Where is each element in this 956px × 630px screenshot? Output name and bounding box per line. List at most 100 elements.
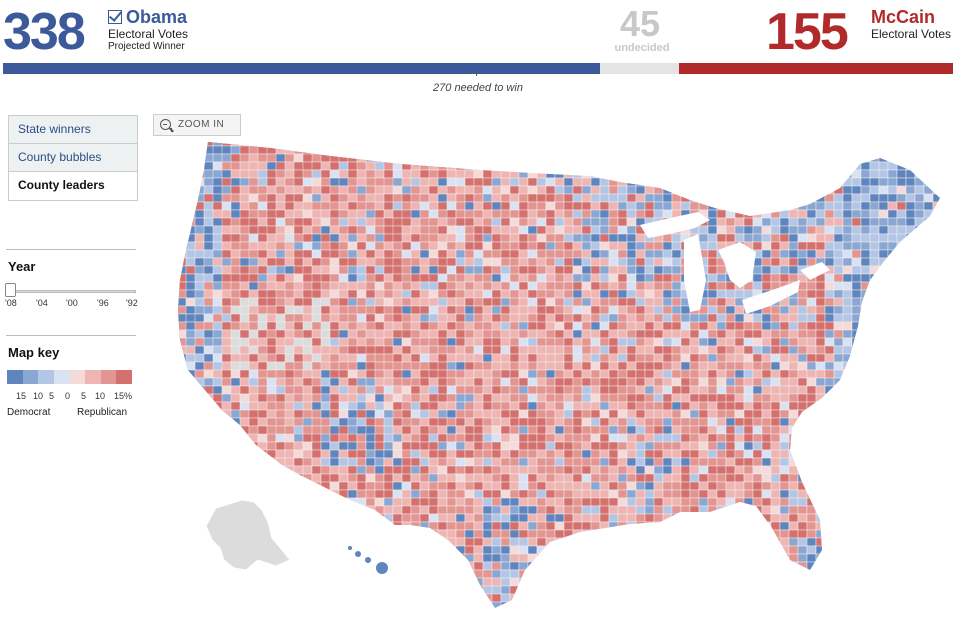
county-cell[interactable] xyxy=(509,297,520,307)
county-cell[interactable] xyxy=(681,130,690,138)
county-cell[interactable] xyxy=(536,193,547,203)
county-cell[interactable] xyxy=(617,417,628,427)
county-cell[interactable] xyxy=(698,545,709,555)
county-cell[interactable] xyxy=(743,385,754,395)
county-cell[interactable] xyxy=(159,466,168,474)
county-cell[interactable] xyxy=(168,138,187,155)
county-cell[interactable] xyxy=(797,289,808,299)
county-cell[interactable] xyxy=(887,505,898,515)
county-cell[interactable] xyxy=(942,266,950,274)
county-cell[interactable] xyxy=(500,321,511,331)
county-cell[interactable] xyxy=(455,457,466,467)
county-cell[interactable] xyxy=(680,345,691,355)
county-cell[interactable] xyxy=(320,537,331,547)
county-cell[interactable] xyxy=(735,130,744,138)
county-cell[interactable] xyxy=(177,449,187,459)
county-cell[interactable] xyxy=(761,345,772,355)
county-cell[interactable] xyxy=(770,497,781,507)
county-cell[interactable] xyxy=(824,169,835,179)
county-cell[interactable] xyxy=(653,561,664,571)
county-cell[interactable] xyxy=(266,513,277,523)
county-cell[interactable] xyxy=(626,345,637,355)
county-cell[interactable] xyxy=(509,417,520,427)
county-cell[interactable] xyxy=(590,177,601,187)
county-cell[interactable] xyxy=(177,385,196,403)
county-cell[interactable] xyxy=(842,345,853,355)
county-cell[interactable] xyxy=(761,289,772,299)
county-cell[interactable] xyxy=(590,409,601,419)
county-cell[interactable] xyxy=(482,217,493,227)
county-cell[interactable] xyxy=(707,441,718,451)
county-cell[interactable] xyxy=(221,449,232,459)
county-cell[interactable] xyxy=(653,193,664,203)
county-cell[interactable] xyxy=(671,385,682,395)
county-cell[interactable] xyxy=(887,473,898,483)
county-cell[interactable] xyxy=(725,521,736,531)
county-cell[interactable] xyxy=(284,569,295,579)
county-cell[interactable] xyxy=(878,209,889,219)
county-cell[interactable] xyxy=(419,521,430,531)
county-cell[interactable] xyxy=(914,513,925,523)
county-cell[interactable] xyxy=(275,497,286,507)
county-cell[interactable] xyxy=(869,297,880,307)
county-cell[interactable] xyxy=(563,145,574,155)
county-cell[interactable] xyxy=(815,177,826,187)
county-cell[interactable] xyxy=(779,249,790,259)
county-cell[interactable] xyxy=(716,337,727,347)
county-cell[interactable] xyxy=(635,433,646,443)
county-cell[interactable] xyxy=(536,481,547,491)
county-cell[interactable] xyxy=(437,473,448,483)
county-cell[interactable] xyxy=(797,361,808,371)
county-cell[interactable] xyxy=(446,537,457,547)
county-cell[interactable] xyxy=(644,138,655,147)
county-cell[interactable] xyxy=(518,353,529,363)
county-cell[interactable] xyxy=(446,505,457,515)
county-cell[interactable] xyxy=(689,321,700,331)
county-cell[interactable] xyxy=(905,233,916,243)
county-cell[interactable] xyxy=(617,489,628,499)
county-cell[interactable] xyxy=(608,337,619,347)
county-cell[interactable] xyxy=(824,393,835,403)
county-cell[interactable] xyxy=(159,314,177,330)
county-cell[interactable] xyxy=(374,521,385,531)
county-cell[interactable] xyxy=(842,433,853,443)
tab-county-leaders[interactable]: County leaders xyxy=(9,172,137,200)
county-cell[interactable] xyxy=(860,433,871,443)
county-cell[interactable] xyxy=(698,177,709,187)
county-cell[interactable] xyxy=(509,569,520,579)
county-cell[interactable] xyxy=(824,249,835,259)
county-cell[interactable] xyxy=(527,369,538,379)
county-cell[interactable] xyxy=(545,481,556,491)
county-cell[interactable] xyxy=(446,169,457,179)
county-cell[interactable] xyxy=(500,353,511,363)
county-cell[interactable] xyxy=(896,281,907,291)
county-cell[interactable] xyxy=(779,177,790,187)
county-cell[interactable] xyxy=(581,465,592,475)
county-cell[interactable] xyxy=(761,393,772,403)
county-cell[interactable] xyxy=(437,569,448,579)
county-cell[interactable] xyxy=(869,217,880,227)
county-cell[interactable] xyxy=(680,329,691,339)
county-cell[interactable] xyxy=(824,513,835,523)
county-cell[interactable] xyxy=(635,209,646,219)
county-cell[interactable] xyxy=(437,481,448,491)
county-cell[interactable] xyxy=(590,561,601,571)
county-cell[interactable] xyxy=(762,130,771,138)
county-cell[interactable] xyxy=(725,465,736,475)
county-cell[interactable] xyxy=(572,161,583,171)
county-cell[interactable] xyxy=(887,545,898,555)
county-cell[interactable] xyxy=(446,138,457,147)
county-cell[interactable] xyxy=(590,457,601,467)
county-cell[interactable] xyxy=(806,425,817,435)
county-cell[interactable] xyxy=(185,153,205,171)
county-cell[interactable] xyxy=(707,553,718,563)
county-cell[interactable] xyxy=(159,386,177,402)
county-cell[interactable] xyxy=(347,505,358,515)
county-cell[interactable] xyxy=(644,529,655,539)
county-cell[interactable] xyxy=(689,353,700,363)
county-cell[interactable] xyxy=(824,225,835,235)
county-cell[interactable] xyxy=(716,289,727,299)
county-cell[interactable] xyxy=(824,138,835,147)
county-cell[interactable] xyxy=(464,441,475,451)
county-cell[interactable] xyxy=(500,281,511,291)
